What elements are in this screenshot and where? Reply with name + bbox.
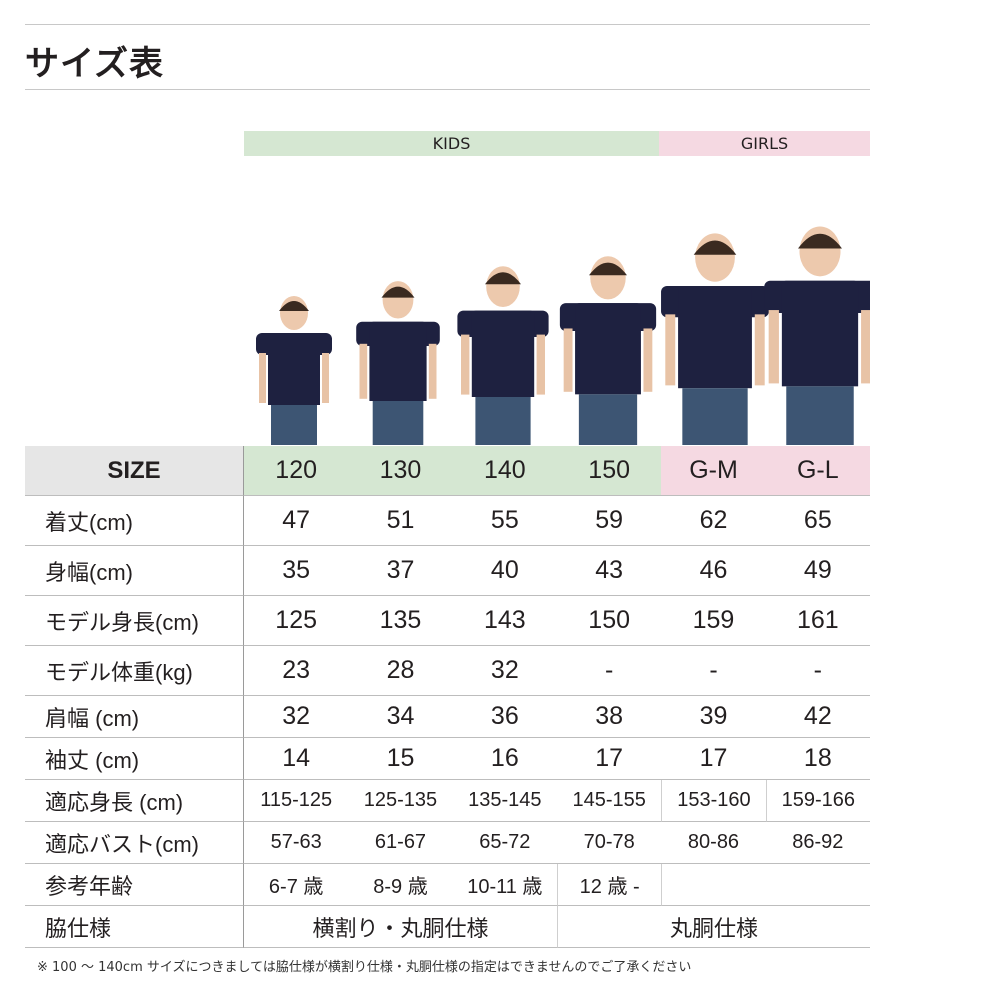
table-cell: 40 <box>452 546 557 596</box>
row-label: モデル身長(cm) <box>25 596 244 646</box>
table-cell: 49 <box>765 546 870 596</box>
top-rule <box>25 24 870 25</box>
table-cell: 17 <box>557 738 662 780</box>
table-cell: 42 <box>765 696 870 738</box>
table-cell: 39 <box>661 696 766 738</box>
girls-band: GIRLS <box>659 131 870 156</box>
size-120: 120 <box>244 446 349 496</box>
table-cell: 150 <box>557 596 662 646</box>
table-cell: 59 <box>557 496 662 546</box>
table-cell: - <box>557 646 662 696</box>
table-cell: - <box>765 646 870 696</box>
row-label: 着丈(cm) <box>25 496 244 546</box>
table-cell: 17 <box>661 738 766 780</box>
model-figure <box>764 226 870 445</box>
table-cell: 65-72 <box>452 822 557 864</box>
table-cell: 62 <box>661 496 766 546</box>
size-gm: G-M <box>661 446 766 496</box>
table-cell: 横割り・丸胴仕様 <box>244 906 557 948</box>
size-130: 130 <box>348 446 453 496</box>
table-cell: 125 <box>244 596 349 646</box>
table-cell: 38 <box>557 696 662 738</box>
table-cell: 23 <box>244 646 349 696</box>
table-cell: 115-125 <box>244 780 349 822</box>
empty-cell <box>661 864 870 906</box>
table-cell: 34 <box>348 696 453 738</box>
model-figure <box>457 266 549 445</box>
table-cell: 18 <box>765 738 870 780</box>
table-cell: 159 <box>661 596 766 646</box>
row-label: 適応身長 (cm) <box>25 780 244 822</box>
table-cell: 153-160 <box>661 780 766 822</box>
table-cell: 70-78 <box>557 822 662 864</box>
table-cell: 135 <box>348 596 453 646</box>
row-label: モデル体重(kg) <box>25 646 244 696</box>
table-cell: 47 <box>244 496 349 546</box>
table-cell: 8-9 歳 <box>348 864 453 906</box>
table-cell: 12 歳 - <box>557 864 662 906</box>
model-figure <box>661 233 769 445</box>
table-cell: 143 <box>452 596 557 646</box>
size-table-body: 着丈(cm) 47 51 55 59 62 65 身幅(cm) 35 37 40 43 46 49 モデル身… <box>25 496 870 948</box>
table-cell: 65 <box>765 496 870 546</box>
row-label: 脇仕様 <box>25 906 244 948</box>
table-cell: 36 <box>452 696 557 738</box>
size-150: 150 <box>557 446 662 496</box>
kids-band: KIDS <box>244 131 659 156</box>
table-cell: 35 <box>244 546 349 596</box>
size-140: 140 <box>452 446 557 496</box>
table-cell: 32 <box>244 696 349 738</box>
table-cell: 55 <box>452 496 557 546</box>
table-cell: 161 <box>765 596 870 646</box>
table-cell: 145-155 <box>557 780 662 822</box>
table-cell: 6-7 歳 <box>244 864 349 906</box>
title-rule <box>25 89 870 90</box>
table-cell: 丸胴仕様 <box>557 906 870 948</box>
table-cell: 57-63 <box>244 822 349 864</box>
size-header-label: SIZE <box>25 446 244 496</box>
model-photos <box>256 226 870 445</box>
row-label: 袖丈 (cm) <box>25 738 244 780</box>
row-label: 身幅(cm) <box>25 546 244 596</box>
table-cell: 14 <box>244 738 349 780</box>
table-cell: 86-92 <box>765 822 870 864</box>
table-cell: 43 <box>557 546 662 596</box>
table-cell: 159-166 <box>765 780 870 822</box>
footnote: ※ 100 ～ 140cm サイズにつきましては脇仕様が横割り仕様・丸胴仕様の指… <box>37 960 692 975</box>
row-label: 参考年齢 <box>25 864 244 906</box>
size-gl: G-L <box>765 446 870 496</box>
size-table: SIZE 120 130 140 150 G-M G-L <box>25 446 870 496</box>
table-cell: 51 <box>348 496 453 546</box>
table-cell: 80-86 <box>661 822 766 864</box>
table-cell: 125-135 <box>348 780 453 822</box>
page-title: サイズ表 <box>25 44 164 84</box>
model-figure <box>559 256 657 445</box>
table-cell: - <box>661 646 766 696</box>
table-cell: 37 <box>348 546 453 596</box>
model-figure <box>256 296 332 445</box>
table-cell: 32 <box>452 646 557 696</box>
table-cell: 10-11 歳 <box>452 864 557 906</box>
table-cell: 28 <box>348 646 453 696</box>
table-cell: 61-67 <box>348 822 453 864</box>
row-label: 肩幅 (cm) <box>25 696 244 738</box>
table-cell: 15 <box>348 738 453 780</box>
table-cell: 46 <box>661 546 766 596</box>
table-cell: 16 <box>452 738 557 780</box>
model-figure <box>356 281 440 445</box>
row-label: 適応バスト(cm) <box>25 822 244 864</box>
table-cell: 135-145 <box>452 780 557 822</box>
